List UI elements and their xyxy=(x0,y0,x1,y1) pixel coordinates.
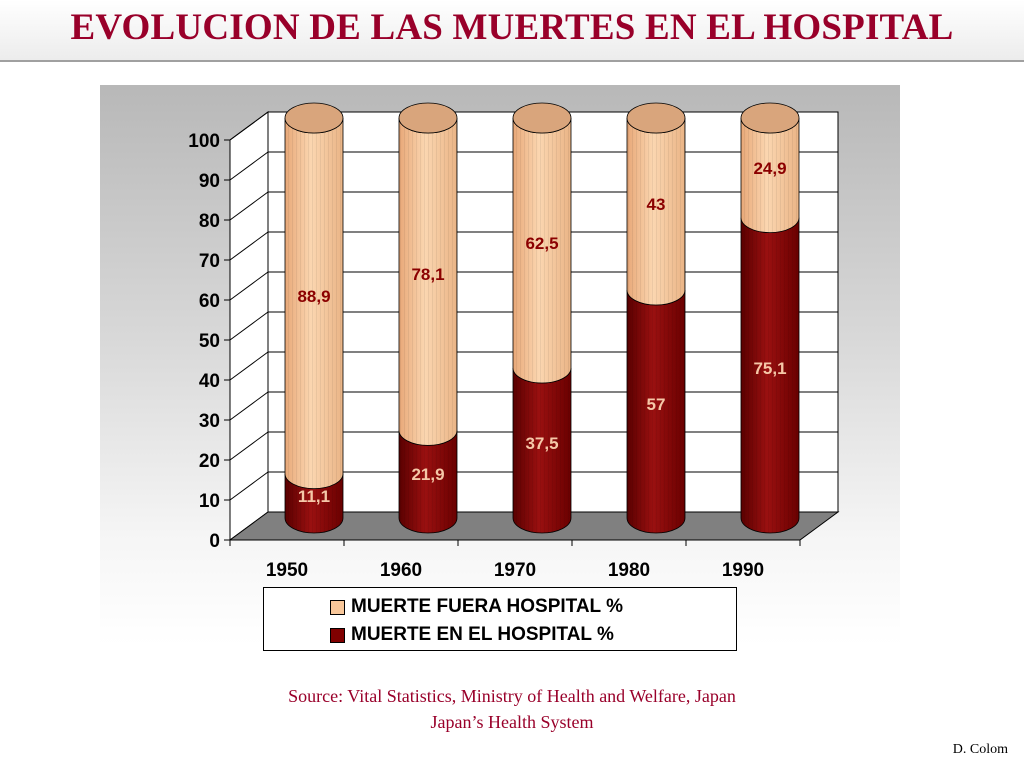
legend-swatch-hospital xyxy=(330,627,345,643)
bar-top-cap-1980 xyxy=(626,102,686,134)
legend-label-outside: MUERTE FUERA HOSPITAL % xyxy=(351,596,623,617)
slide-title: EVOLUCION DE LAS MUERTES EN EL HOSPITAL xyxy=(70,7,954,48)
gridline-side xyxy=(229,471,269,501)
gridline-side xyxy=(229,231,269,261)
data-label-hospital-1990: 75,1 xyxy=(753,359,786,378)
x-tick-label-1970: 1970 xyxy=(494,560,536,581)
y-tick-label: 70 xyxy=(199,251,220,272)
bar-hospital-texture-1980 xyxy=(627,290,685,533)
bar-top-cap-1950 xyxy=(284,102,344,134)
gridline-side xyxy=(229,271,269,301)
legend-label-hospital: MUERTE EN EL HOSPITAL % xyxy=(351,624,614,645)
bar-hospital-texture-1950 xyxy=(285,473,343,533)
gridline-side xyxy=(229,351,269,381)
x-tick-label-1950: 1950 xyxy=(266,560,308,581)
chart-legend: MUERTE FUERA HOSPITAL % MUERTE EN EL HOS… xyxy=(263,587,737,651)
data-label-hospital-1970: 37,5 xyxy=(525,434,558,453)
gridline-side xyxy=(229,151,269,181)
gridline-side xyxy=(229,111,269,141)
y-tick-label: 100 xyxy=(188,131,220,152)
gridline-side xyxy=(229,391,269,421)
gridline-side xyxy=(229,311,269,341)
data-label-outside-1990: 24,9 xyxy=(753,159,786,178)
data-label-outside-1970: 62,5 xyxy=(525,234,558,253)
y-tick-label: 20 xyxy=(199,451,220,472)
x-tick-label-1980: 1980 xyxy=(608,560,650,581)
bar-top-cap-1990 xyxy=(740,102,800,134)
bar-hospital-texture-1970 xyxy=(513,368,571,533)
gridline-side xyxy=(229,431,269,461)
author-credit: D. Colom xyxy=(952,742,1008,757)
x-tick-label-1990: 1990 xyxy=(722,560,764,581)
y-tick-label: 60 xyxy=(199,291,220,312)
bar-outside-texture-1990 xyxy=(741,118,799,233)
y-tick-label: 0 xyxy=(209,531,220,552)
data-label-hospital-1980: 57 xyxy=(647,395,666,414)
bar-hospital-texture-1990 xyxy=(741,217,799,533)
legend-item-hospital: MUERTE EN EL HOSPITAL % xyxy=(330,621,736,649)
x-tick-label-1960: 1960 xyxy=(380,560,422,581)
source-line-1: Source: Vital Statistics, Ministry of He… xyxy=(288,686,736,706)
y-tick-label: 40 xyxy=(199,371,220,392)
bar-outside-texture-1970 xyxy=(513,118,571,383)
bar-top-cap-1960 xyxy=(398,102,458,134)
stacked-cylinder-chart: 0 10 20 30 40 50 60 70 80 90 100 11,1 88,9 1950 21,9 78… xyxy=(188,102,840,581)
data-label-outside-1960: 78,1 xyxy=(411,265,444,284)
y-tick-label: 90 xyxy=(199,171,220,192)
legend-swatch-outside xyxy=(330,599,345,615)
data-label-hospital-1950: 11,1 xyxy=(298,487,330,506)
source-note: Source: Vital Statistics, Ministry of He… xyxy=(0,683,1024,735)
bar-hospital-texture-1960 xyxy=(399,430,457,533)
bar-outside-texture-1960 xyxy=(399,118,457,446)
data-label-hospital-1960: 21,9 xyxy=(411,465,444,484)
legend-item-outside: MUERTE FUERA HOSPITAL % xyxy=(330,593,736,621)
bar-outside-texture-1950 xyxy=(285,118,343,489)
y-tick-label: 80 xyxy=(199,211,220,232)
source-line-2: Japan’s Health System xyxy=(430,712,594,732)
title-bar xyxy=(0,0,1024,62)
data-label-outside-1950: 88,9 xyxy=(297,287,330,306)
y-tick-label: 30 xyxy=(199,411,220,432)
bar-top-cap-1970 xyxy=(512,102,572,134)
y-tick-label: 10 xyxy=(199,491,220,512)
data-label-outside-1980: 43 xyxy=(647,195,666,214)
y-tick-label: 50 xyxy=(199,331,220,352)
bar-outside-texture-1980 xyxy=(627,118,685,305)
gridline-side xyxy=(229,191,269,221)
chart-area: 0 10 20 30 40 50 60 70 80 90 100 11,1 88,9 1950 21,9 78… xyxy=(100,85,900,645)
